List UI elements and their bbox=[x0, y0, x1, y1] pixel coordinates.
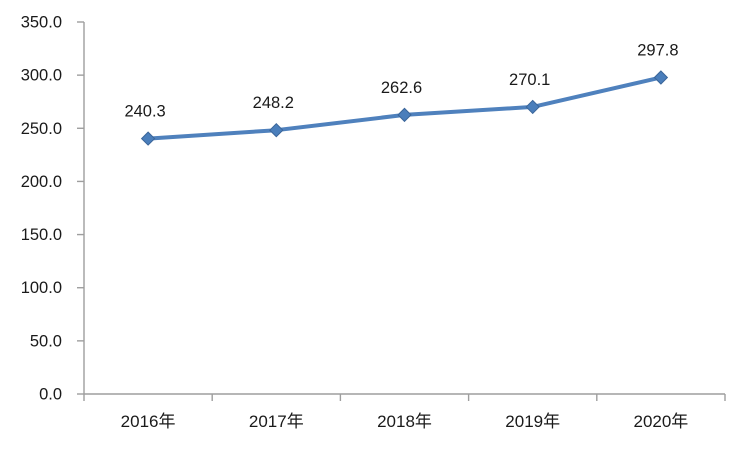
data-label: 297.8 bbox=[637, 41, 678, 59]
x-tick-label: 2016年 bbox=[121, 412, 176, 431]
data-label: 270.1 bbox=[509, 71, 550, 89]
y-tick-label: 50.0 bbox=[30, 332, 62, 350]
y-tick-label: 200.0 bbox=[21, 173, 62, 191]
data-label: 248.2 bbox=[253, 94, 294, 112]
data-point-marker bbox=[397, 107, 412, 123]
x-tick-label: 2017年 bbox=[249, 412, 304, 431]
data-point-marker bbox=[140, 131, 156, 146]
x-tick-label: 2018年 bbox=[377, 412, 432, 431]
y-tick-label: 350.0 bbox=[21, 14, 62, 32]
data-point-marker bbox=[653, 70, 669, 85]
y-tick-label: 0.0 bbox=[39, 386, 62, 404]
y-tick-label: 100.0 bbox=[21, 279, 62, 297]
x-tick-label: 2019年 bbox=[505, 412, 560, 431]
y-tick-label: 250.0 bbox=[21, 120, 62, 138]
y-tick-label: 150.0 bbox=[21, 226, 62, 244]
y-tick-label: 300.0 bbox=[21, 67, 62, 85]
data-point-marker bbox=[525, 99, 540, 115]
data-label: 240.3 bbox=[124, 103, 165, 121]
data-point-marker bbox=[269, 122, 284, 138]
x-tick-label: 2020年 bbox=[633, 412, 688, 431]
data-label: 262.6 bbox=[381, 79, 422, 97]
